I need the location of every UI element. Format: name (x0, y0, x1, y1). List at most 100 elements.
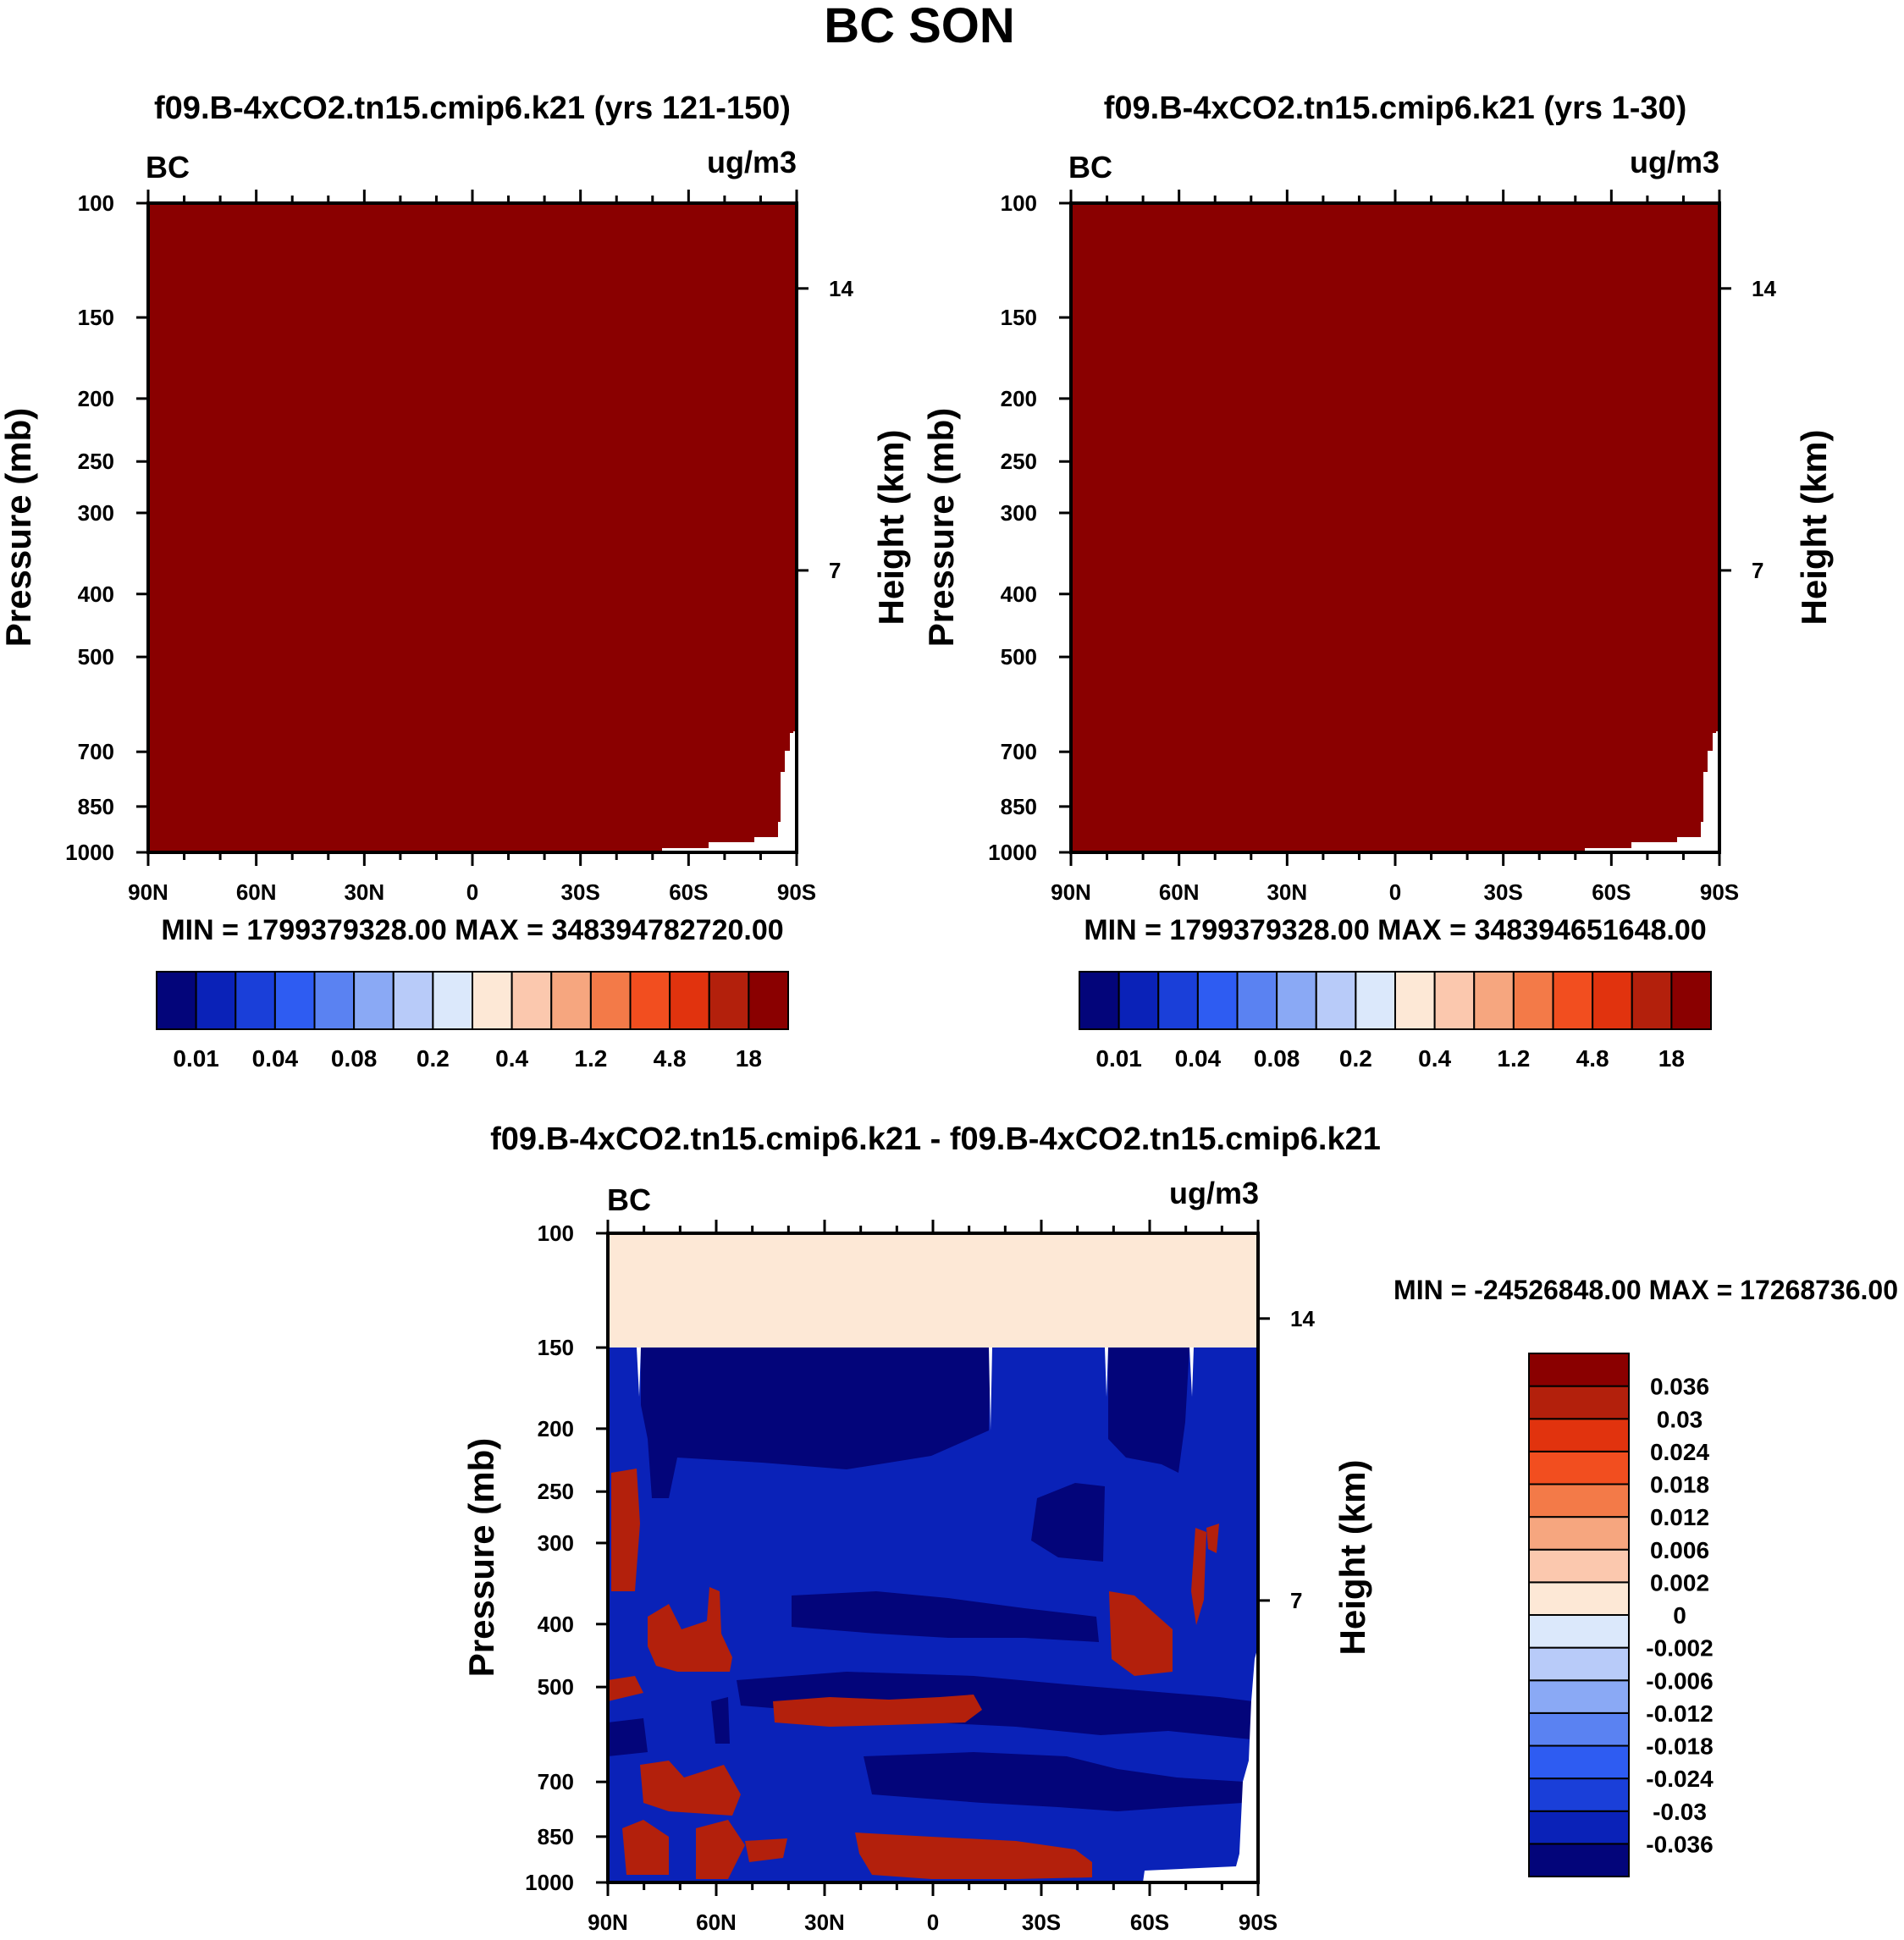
colorbar-box (1670, 971, 1712, 1030)
colorbar-box (273, 971, 316, 1030)
latitude-tick-label: 60N (236, 879, 277, 905)
colorbar-box (1528, 1450, 1630, 1485)
colorbar-box (1276, 971, 1317, 1030)
colorbar-label: 0.018 (1650, 1472, 1709, 1498)
pressure-tick-label: 200 (1001, 386, 1037, 411)
colorbar-box (472, 971, 513, 1030)
colorbar-box (1528, 1548, 1630, 1584)
colorbar-label: 0.03 (1657, 1406, 1703, 1432)
colorbar-box (510, 971, 553, 1030)
height-axis: 14 7 (1719, 276, 1776, 583)
latitude-axis: 90N 60N 30N 0 30S 60S 90S (1051, 190, 1739, 905)
colorbar-box (1528, 1581, 1630, 1616)
panel-yrs-121-150: f09.B-4xCO2.tn15.cmip6.k21 (yrs 121-150)… (0, 91, 911, 1072)
colorbar-box (156, 971, 197, 1030)
colorbar-label: -0.012 (1646, 1700, 1713, 1727)
plot-area (608, 1233, 1258, 1882)
panel-yrs-1-30: f09.B-4xCO2.tn15.cmip6.k21 (yrs 1-30) BC… (921, 91, 1834, 1072)
height-axis-label: Height (km) (1794, 430, 1834, 626)
colorbar-box (432, 971, 473, 1030)
height-tick-label: 7 (829, 558, 841, 583)
variable-label: BC (1068, 150, 1112, 185)
colorbar-box (1528, 1516, 1630, 1551)
height-axis-label: Height (km) (871, 430, 911, 626)
height-axis: 14 7 (797, 276, 853, 583)
colorbar-label: 4.8 (1576, 1045, 1609, 1072)
red-region (640, 1761, 741, 1816)
colorbar: -0.036 -0.03 -0.024 -0.018 -0.012 -0.006 -0.00… (1528, 1353, 1714, 1877)
data-fill (148, 203, 797, 852)
height-axis-label: Height (km) (1333, 1460, 1372, 1656)
colorbar-box (629, 971, 671, 1030)
colorbar-box (1118, 971, 1160, 1030)
pressure-tick-label: 150 (538, 1335, 574, 1360)
colorbar-label: 0.012 (1650, 1504, 1709, 1530)
colorbar-box (1528, 1679, 1630, 1714)
latitude-axis: 90N 60N 30N 0 30S 60S 90S (588, 1220, 1278, 1935)
height-tick-label: 14 (829, 276, 853, 301)
colorbar-label: -0.006 (1646, 1667, 1713, 1694)
variable-label: BC (607, 1182, 651, 1217)
colorbar-box (1528, 1418, 1630, 1452)
colorbar-label: 1.2 (574, 1045, 607, 1072)
colorbar-label: 0 (1673, 1602, 1686, 1629)
latitude-tick-label: 60S (1592, 879, 1631, 905)
height-tick-label: 14 (1290, 1306, 1315, 1331)
pressure-tick-label: 850 (78, 794, 114, 819)
latitude-tick-label: 30N (804, 1910, 845, 1935)
missing-data-region (637, 1348, 641, 1397)
colorbar-box (1552, 971, 1594, 1030)
latitude-tick-label: 30N (1267, 879, 1307, 905)
colorbar-label: -0.024 (1646, 1766, 1714, 1792)
colorbar-label: -0.036 (1646, 1831, 1713, 1857)
colorbar-label: 0.04 (252, 1045, 299, 1072)
pressure-tick-label: 250 (78, 449, 114, 474)
colorbar: 0.01 0.04 0.08 0.2 0.4 1.2 4.8 18 (156, 971, 789, 1072)
colorbar-label: 0.002 (1650, 1569, 1709, 1596)
colorbar-label: 0.006 (1650, 1537, 1709, 1563)
latitude-tick-label: 30S (1022, 1910, 1061, 1935)
height-tick-label: 14 (1752, 276, 1776, 301)
figure-title: BC SON (824, 0, 1015, 53)
colorbar-box (1528, 1777, 1630, 1812)
colorbar-label: -0.002 (1646, 1635, 1713, 1662)
colorbar-box (1394, 971, 1436, 1030)
red-region (855, 1833, 1092, 1879)
colorbar-box (1355, 971, 1396, 1030)
units-label: ug/m3 (1169, 1176, 1259, 1210)
min-max-stats: MIN = 1799379328.00 MAX = 348394782720.0… (161, 914, 783, 946)
colorbar-box (589, 971, 632, 1030)
upper-band (608, 1233, 1258, 1348)
pressure-tick-label: 250 (1001, 449, 1037, 474)
red-region (1109, 1591, 1173, 1676)
colorbar-box (1528, 1843, 1630, 1877)
colorbar-box (1592, 971, 1633, 1030)
pressure-tick-label: 300 (78, 500, 114, 526)
colorbar-box (313, 971, 356, 1030)
missing-data-region (662, 731, 797, 852)
panel-title: f09.B-4xCO2.tn15.cmip6.k21 - f09.B-4xCO2… (490, 1122, 1381, 1157)
min-max-stats: MIN = -24526848.00 MAX = 17268736.00 (1394, 1275, 1898, 1305)
pressure-axis: 100 150 200 250 300 400 500 700 850 1000 (525, 1221, 608, 1895)
colorbar-box (708, 971, 750, 1030)
pressure-tick-label: 1000 (525, 1870, 574, 1895)
panel-title: f09.B-4xCO2.tn15.cmip6.k21 (yrs 1-30) (1104, 91, 1687, 126)
latitude-tick-label: 60S (1130, 1910, 1169, 1935)
colorbar-box (550, 971, 592, 1030)
latitude-tick-label: 30S (561, 879, 600, 905)
pressure-tick-label: 400 (538, 1612, 574, 1637)
red-region (1191, 1528, 1206, 1625)
dark-blue-region (864, 1752, 1244, 1811)
latitude-tick-label: 90N (1051, 879, 1091, 905)
red-region (648, 1587, 732, 1672)
colorbar-box (195, 971, 237, 1030)
colorbar-label: 1.2 (1497, 1045, 1530, 1072)
colorbar-box (1528, 1711, 1630, 1747)
red-region (1206, 1524, 1219, 1553)
red-region (622, 1820, 669, 1875)
missing-data-region (1189, 1348, 1194, 1397)
colorbar-label: 18 (1658, 1045, 1685, 1072)
pressure-tick-label: 100 (538, 1221, 574, 1246)
latitude-tick-label: 90N (588, 1910, 628, 1935)
latitude-tick-label: 0 (1389, 879, 1401, 905)
